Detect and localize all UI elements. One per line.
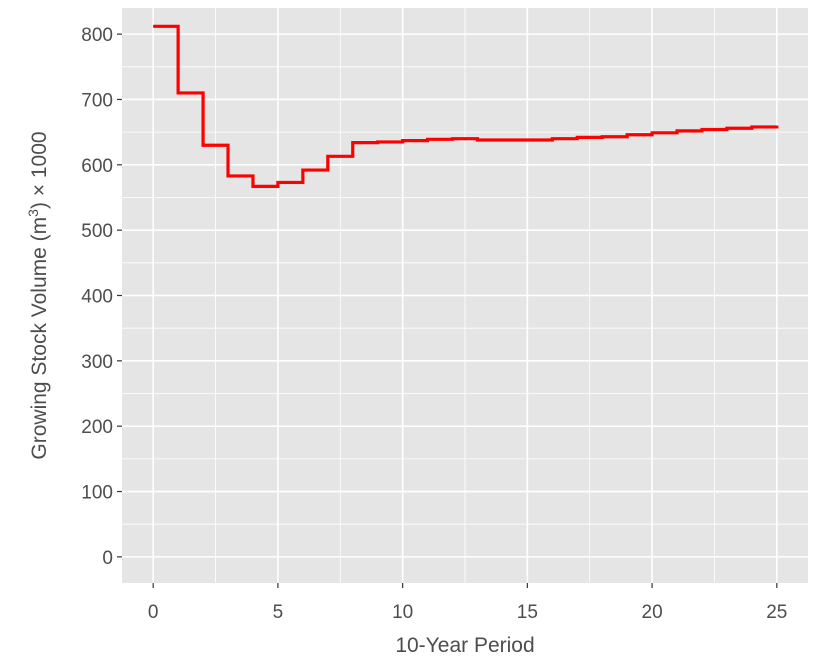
- y-tick-label: 100: [81, 483, 113, 504]
- x-tick-label: 25: [766, 602, 787, 623]
- x-tick-label: 20: [642, 602, 663, 623]
- axis-ticks: [117, 33, 778, 588]
- x-tick-label: 0: [148, 602, 159, 623]
- series-layer: [153, 24, 779, 188]
- x-tick-label: 5: [273, 602, 284, 623]
- y-tick-label: 600: [81, 156, 113, 177]
- x-tick-labels: 0 5 10 15 20 25: [148, 602, 787, 623]
- x-tick-label: 15: [517, 602, 538, 623]
- y-tick-label: 200: [81, 417, 113, 438]
- x-axis-title: 10-Year Period: [395, 634, 534, 657]
- y-tick-label: 800: [81, 25, 113, 46]
- grid-major: [122, 8, 808, 583]
- y-tick-label: 0: [102, 548, 113, 569]
- y-axis-title-unit: ) × 1000: [28, 131, 51, 209]
- y-axis-title-main: Growing Stock Volume (m: [28, 217, 51, 460]
- y-tick-labels: 0 100 200 300 400 500 600 700 800: [81, 25, 113, 569]
- series-line: [153, 24, 779, 188]
- y-tick-label: 500: [81, 221, 113, 242]
- y-axis-title-superscript: 3: [25, 209, 41, 217]
- y-tick-label: 400: [81, 287, 113, 308]
- x-tick-label: 10: [392, 602, 413, 623]
- y-axis-title: Growing Stock Volume (m3) × 1000: [25, 131, 51, 459]
- y-tick-label: 700: [81, 90, 113, 111]
- y-tick-label: 300: [81, 352, 113, 373]
